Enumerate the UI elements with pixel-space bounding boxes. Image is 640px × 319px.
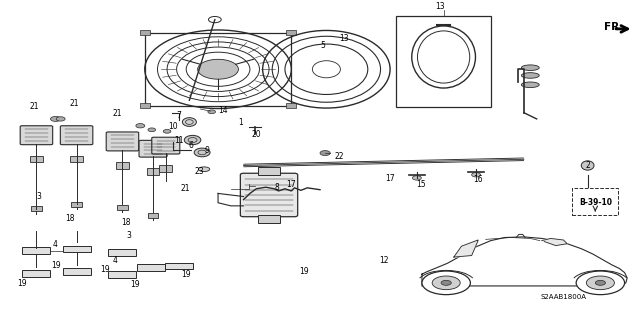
Text: 1: 1: [238, 117, 243, 127]
Polygon shape: [422, 237, 627, 286]
Bar: [145, 33, 291, 106]
Circle shape: [595, 280, 605, 285]
Bar: [257, 167, 280, 175]
Bar: [116, 162, 129, 169]
Text: 21: 21: [180, 184, 189, 193]
Ellipse shape: [194, 148, 210, 157]
Text: B-39-10: B-39-10: [579, 198, 612, 207]
FancyBboxPatch shape: [20, 126, 52, 145]
Circle shape: [51, 116, 61, 122]
Ellipse shape: [198, 59, 239, 79]
FancyBboxPatch shape: [241, 173, 298, 217]
Text: 6: 6: [189, 141, 194, 150]
FancyBboxPatch shape: [60, 126, 93, 145]
Ellipse shape: [522, 73, 540, 78]
Ellipse shape: [581, 161, 594, 170]
Circle shape: [56, 117, 65, 121]
FancyBboxPatch shape: [139, 140, 167, 157]
Circle shape: [320, 151, 330, 156]
FancyBboxPatch shape: [106, 132, 139, 151]
Bar: [164, 263, 193, 270]
Text: 19: 19: [17, 279, 27, 288]
Polygon shape: [454, 240, 478, 257]
Bar: [72, 202, 82, 207]
Text: 16: 16: [473, 175, 483, 184]
Text: 12: 12: [379, 256, 388, 265]
Circle shape: [586, 276, 614, 290]
Text: 22: 22: [334, 152, 344, 161]
Bar: [63, 246, 91, 252]
Bar: [286, 30, 296, 35]
Bar: [137, 264, 165, 271]
Bar: [108, 249, 136, 256]
Text: 5: 5: [321, 41, 326, 50]
Bar: [22, 270, 51, 277]
Bar: [108, 271, 136, 278]
Bar: [30, 156, 43, 162]
Circle shape: [148, 128, 156, 132]
Bar: [140, 30, 150, 35]
Circle shape: [209, 17, 221, 23]
Polygon shape: [541, 238, 567, 246]
Ellipse shape: [198, 167, 210, 172]
Text: 21: 21: [30, 102, 39, 111]
Text: 19: 19: [300, 267, 309, 276]
Ellipse shape: [184, 135, 201, 145]
Circle shape: [441, 280, 451, 285]
Bar: [396, 17, 491, 107]
Text: FR.: FR.: [604, 22, 623, 32]
Text: 2: 2: [585, 161, 590, 170]
Text: 9: 9: [204, 146, 209, 155]
Circle shape: [422, 271, 470, 295]
Bar: [117, 205, 127, 210]
Ellipse shape: [522, 65, 540, 70]
Text: 10: 10: [168, 122, 179, 131]
Text: 7: 7: [176, 111, 181, 120]
Bar: [63, 268, 91, 275]
Circle shape: [576, 271, 625, 295]
Text: 4: 4: [113, 256, 117, 265]
Text: 14: 14: [218, 106, 228, 115]
Text: 3: 3: [126, 231, 131, 240]
Text: 19: 19: [51, 261, 60, 270]
Bar: [70, 156, 83, 162]
Ellipse shape: [522, 82, 540, 88]
Circle shape: [412, 176, 421, 180]
Bar: [140, 103, 150, 108]
Text: 4: 4: [53, 240, 58, 249]
Text: 18: 18: [65, 214, 75, 223]
Text: 13: 13: [339, 34, 348, 43]
Text: S2AAB1800A: S2AAB1800A: [540, 293, 586, 300]
Ellipse shape: [182, 118, 196, 126]
Text: 19: 19: [100, 265, 109, 274]
FancyBboxPatch shape: [152, 137, 180, 154]
Bar: [148, 213, 158, 218]
Bar: [147, 168, 159, 175]
Bar: [31, 206, 42, 211]
Text: 8: 8: [275, 183, 279, 192]
Text: 18: 18: [121, 219, 131, 227]
Circle shape: [163, 130, 171, 133]
Text: 19: 19: [131, 279, 140, 289]
Text: 23: 23: [194, 167, 204, 176]
Text: 19: 19: [181, 270, 191, 279]
Text: 11: 11: [174, 136, 183, 145]
Bar: [257, 215, 280, 223]
Text: 13: 13: [436, 2, 445, 11]
Bar: [159, 165, 172, 172]
Text: 17: 17: [287, 180, 296, 189]
Bar: [286, 103, 296, 108]
Text: 21: 21: [113, 109, 122, 118]
Circle shape: [472, 173, 481, 177]
Circle shape: [432, 276, 460, 290]
Text: 20: 20: [252, 130, 261, 139]
Bar: [22, 247, 51, 254]
Circle shape: [208, 110, 216, 114]
Circle shape: [136, 123, 145, 128]
Text: 17: 17: [385, 174, 395, 183]
Text: 15: 15: [416, 180, 426, 189]
Text: 3: 3: [36, 192, 41, 201]
Text: 21: 21: [70, 99, 79, 108]
Bar: [572, 188, 618, 215]
